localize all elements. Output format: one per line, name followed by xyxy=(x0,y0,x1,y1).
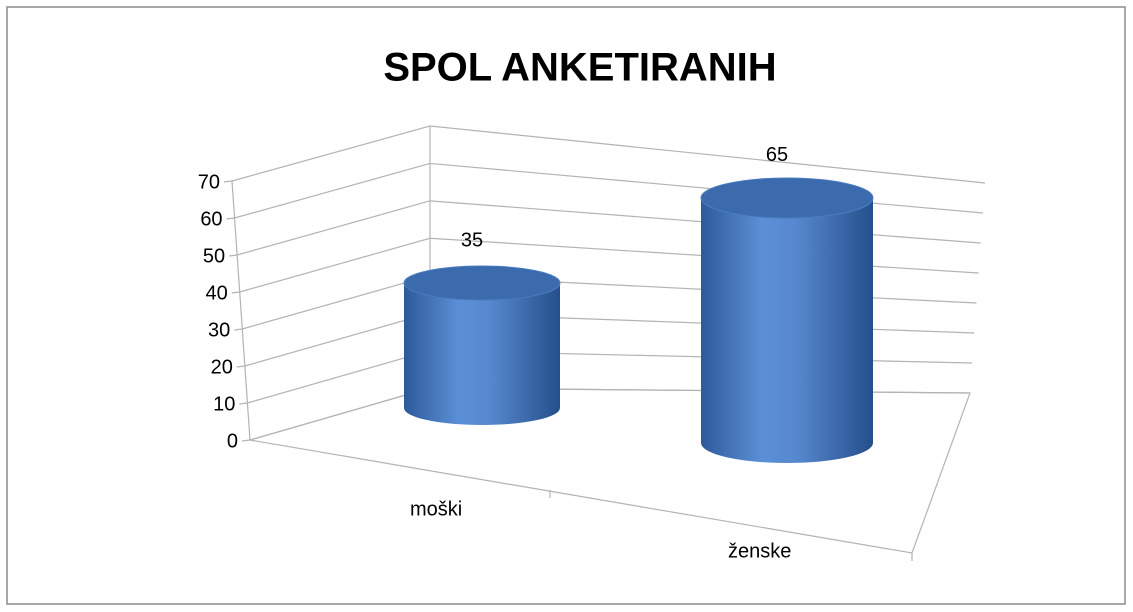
grid-line xyxy=(231,125,986,184)
bar-top xyxy=(403,265,561,301)
y-tick xyxy=(223,180,233,183)
y-tick-label: 70 xyxy=(198,171,220,193)
data-label: 35 xyxy=(461,229,483,251)
data-label: 65 xyxy=(766,144,788,166)
y-tick xyxy=(236,365,245,368)
y-tick xyxy=(234,328,243,331)
y-tick xyxy=(239,402,248,405)
bar xyxy=(701,197,873,463)
y-tick-label: 40 xyxy=(205,282,227,304)
y-tick xyxy=(229,254,238,257)
y-tick-label: 10 xyxy=(213,393,235,415)
y-tick-label: 20 xyxy=(211,356,233,378)
chart-border xyxy=(6,6,1126,605)
y-tick-label: 50 xyxy=(203,245,225,267)
x-tick-label: ženske xyxy=(728,540,791,562)
y-axis xyxy=(231,180,251,441)
y-tick xyxy=(241,439,251,442)
bar-top xyxy=(700,177,874,219)
y-tick-label: 60 xyxy=(200,208,222,230)
y-tick-label: 0 xyxy=(227,430,238,452)
y-tick xyxy=(226,217,235,220)
x-tick-label: moški xyxy=(410,498,462,520)
y-tick-label: 30 xyxy=(208,319,230,341)
bar xyxy=(404,283,560,425)
y-tick xyxy=(231,291,240,294)
chart-title: SPOL ANKETIRANIH xyxy=(383,46,776,90)
